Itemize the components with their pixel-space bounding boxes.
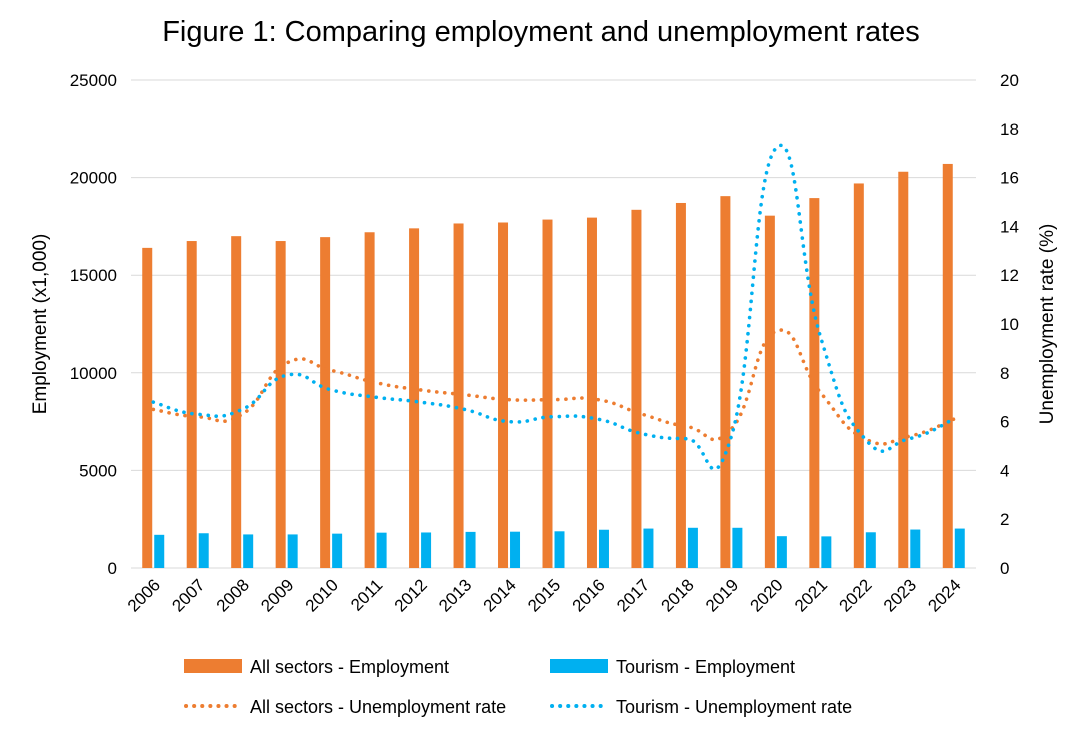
bars (142, 163, 965, 569)
legend-label-all-sectors-employment: All sectors - Employment (250, 657, 449, 677)
y-tick-label: 10000 (70, 364, 117, 383)
y2-tick-label: 16 (1000, 169, 1019, 188)
x-tick-label: 2023 (880, 575, 920, 615)
y2-tick-label: 0 (1000, 559, 1009, 578)
bar-tourism-employment-2021 (821, 536, 832, 568)
x-tick-label: 2022 (835, 575, 875, 615)
x-tick-label: 2024 (924, 575, 964, 615)
bar-all-sectors-employment-2013 (453, 223, 464, 569)
bar-all-sectors-employment-2007 (186, 241, 197, 569)
bar-tourism-employment-2009 (287, 534, 298, 568)
bar-tourism-employment-2011 (376, 532, 387, 568)
y-tick-label: 25000 (70, 71, 117, 90)
bar-all-sectors-employment-2023 (898, 171, 909, 568)
legend-label-tourism-employment: Tourism - Employment (616, 657, 795, 677)
legend-swatch-all-sectors-employment (184, 659, 242, 673)
line-tourism-unemployment-rate (151, 143, 956, 471)
bar-all-sectors-employment-2014 (498, 222, 509, 568)
gridlines (131, 79, 976, 569)
bar-tourism-employment-2012 (421, 532, 432, 568)
bar-all-sectors-employment-2009 (275, 241, 286, 569)
bar-tourism-employment-2024 (954, 528, 965, 568)
bar-tourism-employment-2019 (732, 527, 743, 568)
bar-tourism-employment-2015 (554, 531, 565, 568)
y2-tick-label: 6 (1000, 413, 1009, 432)
y2-axis-label: Unemployment rate (%) (1037, 224, 1058, 425)
bar-all-sectors-employment-2010 (320, 237, 331, 569)
x-tick-label: 2008 (213, 575, 253, 615)
bar-all-sectors-employment-2006 (142, 247, 153, 568)
y-tick-label: 0 (108, 559, 117, 578)
legend-label-all-sectors-unemployment: All sectors - Unemployment rate (250, 697, 506, 717)
x-tick-label: 2020 (747, 575, 787, 615)
y2-tick-label: 12 (1000, 266, 1019, 285)
x-tick-label: 2016 (569, 575, 609, 615)
bar-tourism-employment-2016 (598, 529, 609, 568)
y2-tick-label: 20 (1000, 71, 1019, 90)
line-all-sectors-unemployment-rate (151, 328, 956, 446)
y2-tick-label: 14 (1000, 217, 1019, 236)
bar-all-sectors-employment-2017 (631, 209, 642, 569)
x-tick-label: 2006 (124, 575, 164, 615)
x-tick-label: 2013 (435, 575, 475, 615)
x-tick-label: 2011 (347, 575, 386, 614)
bar-all-sectors-employment-2018 (675, 202, 686, 568)
series-lines (151, 143, 956, 471)
x-axis-ticks: 2006 2007 2008 2009 2010 2011 2012 2013 2014 2015… (124, 575, 965, 615)
bar-tourism-employment-2023 (910, 529, 921, 568)
bar-all-sectors-employment-2022 (853, 183, 864, 568)
bar-all-sectors-employment-2008 (231, 236, 242, 568)
x-tick-label: 2021 (791, 575, 831, 615)
bar-all-sectors-employment-2015 (542, 219, 553, 568)
y-axis-label: Employment (x1,000) (30, 234, 51, 415)
x-tick-label: 2009 (257, 575, 297, 615)
x-tick-label: 2017 (613, 575, 653, 615)
bar-tourism-employment-2020 (776, 536, 787, 568)
y2-tick-label: 4 (1000, 461, 1009, 480)
left-axis-ticks: 0 5000 10000 15000 20000 25000 (70, 71, 117, 578)
y2-tick-label: 8 (1000, 364, 1009, 383)
bar-all-sectors-employment-2024 (942, 163, 953, 568)
x-tick-label: 2018 (658, 575, 698, 615)
bar-tourism-employment-2006 (154, 534, 165, 568)
x-tick-label: 2010 (302, 575, 342, 615)
right-axis-ticks: 0 2 4 6 8 10 12 14 16 18 20 (1000, 71, 1019, 578)
chart-title: Figure 1: Comparing employment and unemp… (162, 16, 920, 48)
x-tick-label: 2014 (480, 575, 520, 615)
bar-all-sectors-employment-2011 (364, 232, 375, 569)
bar-all-sectors-employment-2020 (764, 215, 775, 568)
y-tick-label: 15000 (70, 266, 117, 285)
y2-tick-label: 10 (1000, 315, 1019, 334)
x-tick-label: 2015 (524, 575, 564, 615)
y-tick-label: 20000 (70, 169, 117, 188)
bar-tourism-employment-2018 (687, 527, 698, 568)
x-tick-label: 2019 (702, 575, 742, 615)
bar-tourism-employment-2007 (198, 533, 209, 568)
bar-tourism-employment-2017 (643, 528, 654, 568)
bar-tourism-employment-2014 (510, 531, 521, 568)
legend-label-tourism-unemployment: Tourism - Unemployment rate (616, 697, 852, 717)
legend: All sectors - Employment Tourism - Emplo… (184, 657, 852, 717)
bar-tourism-employment-2010 (332, 533, 343, 568)
y2-tick-label: 18 (1000, 120, 1019, 139)
bar-tourism-employment-2022 (865, 532, 876, 568)
bar-all-sectors-employment-2016 (586, 217, 597, 568)
y2-tick-label: 2 (1000, 510, 1009, 529)
x-tick-label: 2007 (168, 575, 208, 615)
bar-all-sectors-employment-2019 (720, 196, 731, 569)
legend-swatch-tourism-employment (550, 659, 608, 673)
y-tick-label: 5000 (79, 461, 117, 480)
bar-tourism-employment-2013 (465, 531, 476, 568)
bar-all-sectors-employment-2012 (409, 228, 420, 569)
x-tick-label: 2012 (391, 575, 431, 615)
bar-tourism-employment-2008 (243, 534, 254, 568)
